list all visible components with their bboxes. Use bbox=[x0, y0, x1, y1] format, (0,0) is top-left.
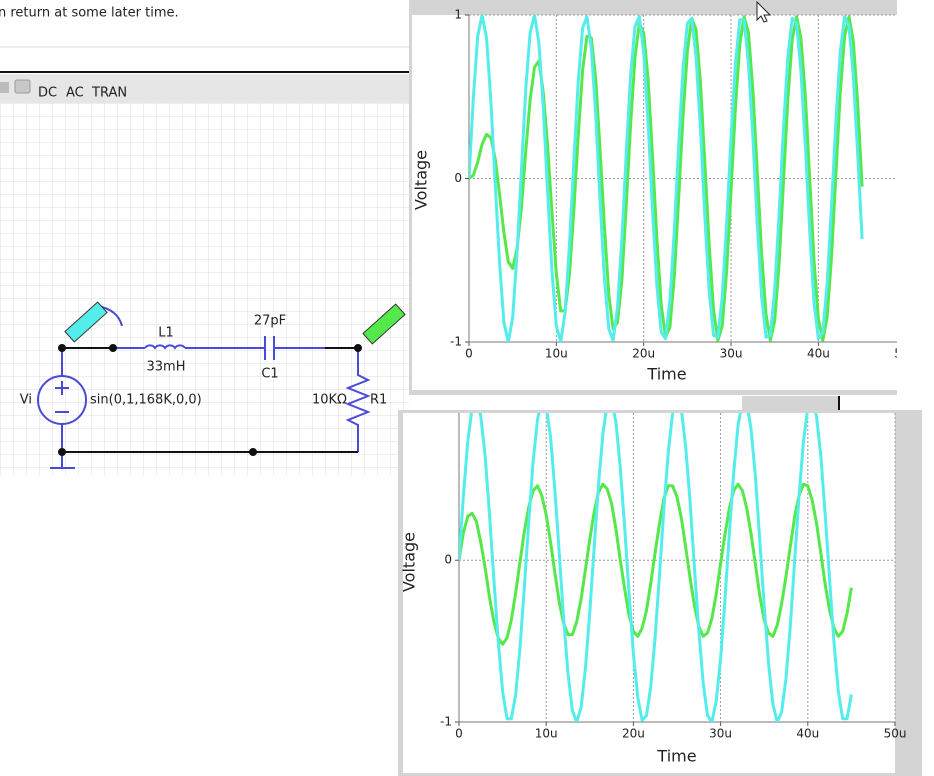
toolbar-icon[interactable] bbox=[14, 79, 31, 94]
series-line bbox=[459, 482, 853, 646]
x-tick-label: 30u bbox=[709, 727, 732, 741]
inductor-value: 33mH bbox=[147, 360, 186, 375]
probe-green[interactable] bbox=[362, 303, 406, 345]
x-tick-label: 50u bbox=[894, 347, 917, 361]
toolbar-icon[interactable] bbox=[0, 82, 9, 93]
x-tick-label: 20u bbox=[622, 727, 645, 741]
circuit bbox=[37, 305, 371, 469]
x-tick-label: 0 bbox=[455, 727, 463, 741]
junction bbox=[249, 448, 257, 456]
x-tick-label: 10u bbox=[545, 347, 568, 361]
schematic-grid bbox=[0, 103, 409, 476]
source-name: Vi bbox=[20, 393, 32, 408]
source-sign bbox=[55, 381, 69, 413]
tab-dc[interactable]: DC bbox=[38, 86, 57, 101]
resistor-value: 10KΩ bbox=[312, 393, 347, 408]
probe-cyan[interactable] bbox=[64, 301, 108, 343]
notice-text: n return at some later time. bbox=[0, 6, 179, 21]
x-axis-title: Time bbox=[656, 747, 696, 766]
junction bbox=[354, 344, 362, 352]
inductor-name: L1 bbox=[158, 326, 174, 341]
y-tick-label: 0 bbox=[444, 553, 452, 567]
x-axis-title: Time bbox=[646, 365, 686, 384]
y-tick-label: 0 bbox=[454, 171, 462, 185]
source-value: sin(0,1,168K,0,0) bbox=[90, 393, 202, 408]
y-tick-label: -1 bbox=[450, 335, 462, 349]
inductor[interactable] bbox=[144, 344, 186, 350]
x-tick-label: 0 bbox=[465, 347, 473, 361]
series-line bbox=[469, 15, 864, 342]
series-group bbox=[469, 15, 864, 342]
x-tick-label: 30u bbox=[720, 347, 743, 361]
toolbar bbox=[0, 74, 409, 103]
capacitor-name: C1 bbox=[261, 367, 278, 382]
mouse-cursor bbox=[756, 0, 772, 23]
resistor[interactable] bbox=[345, 348, 371, 452]
y-axis-title: Voltage bbox=[400, 532, 419, 592]
capacitor[interactable] bbox=[185, 336, 325, 360]
junctions bbox=[58, 344, 362, 456]
x-tick-label: 40u bbox=[807, 347, 830, 361]
x-tick-label: 40u bbox=[796, 727, 819, 741]
resistor-name: R1 bbox=[370, 393, 387, 408]
tab-ac[interactable]: AC bbox=[66, 86, 84, 101]
series-line bbox=[459, 413, 853, 722]
x-tick-label: 20u bbox=[632, 347, 655, 361]
y-axis-title: Voltage bbox=[412, 150, 431, 210]
window-edge bbox=[742, 396, 838, 412]
voltage-source[interactable] bbox=[37, 375, 87, 425]
x-tick-label: 50u bbox=[884, 727, 907, 741]
y-tick-label: -1 bbox=[440, 715, 452, 729]
junction bbox=[109, 344, 117, 352]
x-tick-label: 10u bbox=[535, 727, 558, 741]
junction bbox=[58, 448, 66, 456]
capacitor-value: 27pF bbox=[254, 314, 286, 329]
junction bbox=[58, 344, 66, 352]
tab-tran[interactable]: TRAN bbox=[91, 86, 127, 101]
y-tick-label: 1 bbox=[454, 8, 462, 22]
series-group bbox=[459, 413, 853, 722]
